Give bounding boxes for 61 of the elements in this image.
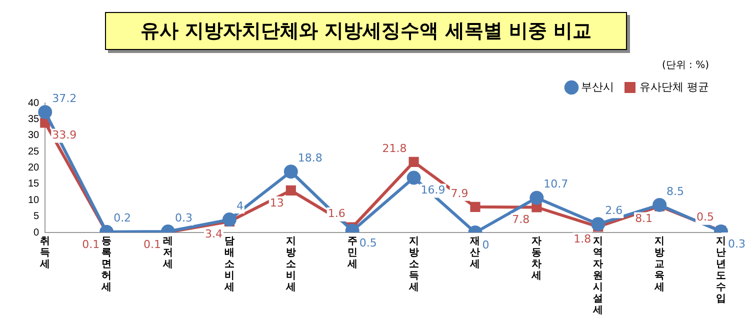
data-label: 8.5: [666, 184, 684, 198]
point: [591, 217, 606, 232]
legend-label: 유사단체 평균: [640, 80, 710, 94]
point: [408, 156, 419, 167]
data-label: 0.5: [696, 210, 714, 224]
point: [40, 118, 50, 128]
chart-title: 유사 지방자치단체와 지방세징수액 세목별 비중 비교: [105, 12, 627, 50]
point: [38, 105, 52, 120]
data-label: 0.3: [175, 211, 193, 224]
data-label: 0.1: [144, 238, 162, 252]
y-tick-label: 25: [28, 146, 40, 158]
data-label: 0.5: [359, 236, 377, 250]
x-tick-label: 취득세: [39, 236, 50, 270]
data-label: 1.6: [328, 207, 346, 220]
point: [530, 190, 544, 205]
data-label: 0.1: [82, 238, 100, 252]
x-tick-label: 재산세: [469, 236, 480, 270]
data-label: 8.1: [635, 212, 653, 226]
data-label: 7.8: [512, 213, 530, 226]
y-tick-label: 5: [34, 211, 40, 222]
data-label: 21.8: [382, 142, 407, 155]
x-tick-label: 지방교육세: [654, 236, 665, 293]
point: [222, 212, 236, 227]
data-label: 13: [270, 196, 284, 210]
x-tick-label: 지방소득세: [408, 236, 419, 293]
y-tick-label: 20: [28, 162, 40, 174]
data-label: 10.7: [544, 178, 568, 191]
data-label: 0.2: [114, 212, 132, 225]
x-tick-label: 레저세: [162, 236, 174, 270]
data-label: 3.4: [204, 227, 222, 240]
x-tick-label: 주민세: [346, 236, 358, 270]
y-tick-label: 10: [28, 194, 40, 206]
data-label: 16.9: [420, 184, 446, 197]
x-tick-label: 등록면허세: [100, 236, 112, 293]
y-tick-label: 15: [28, 178, 40, 190]
data-label: 37.2: [52, 92, 77, 105]
x-tick-label: 지방소비세: [284, 236, 296, 293]
data-label: 33.9: [52, 128, 77, 142]
x-tick-label: 지난년도수입: [716, 236, 726, 304]
point: [284, 164, 298, 179]
x-tick-label: 지역자원시설세: [592, 236, 604, 316]
data-label: 18.8: [298, 151, 322, 164]
data-label: 0: [482, 238, 490, 252]
data-label: 1.8: [574, 232, 592, 246]
point: [406, 170, 421, 185]
y-tick-label: 35: [28, 114, 40, 125]
data-label: 2.6: [605, 204, 623, 217]
data-label: 0.3: [728, 237, 746, 250]
legend-label: 부산시: [581, 80, 614, 94]
text: (단위 : %): [662, 59, 709, 72]
point: [532, 202, 542, 212]
y-tick-label: 40: [28, 98, 40, 109]
point: [652, 198, 667, 212]
y-tick-label: 0: [34, 227, 40, 238]
point: [470, 202, 480, 212]
data-label: 4: [236, 199, 244, 212]
data-label: 7.9: [450, 186, 468, 200]
y-tick-label: 30: [28, 130, 40, 142]
x-tick-label: 자동차세: [530, 236, 542, 282]
x-tick-label: 담배소비세: [223, 236, 234, 293]
point: [286, 185, 296, 196]
